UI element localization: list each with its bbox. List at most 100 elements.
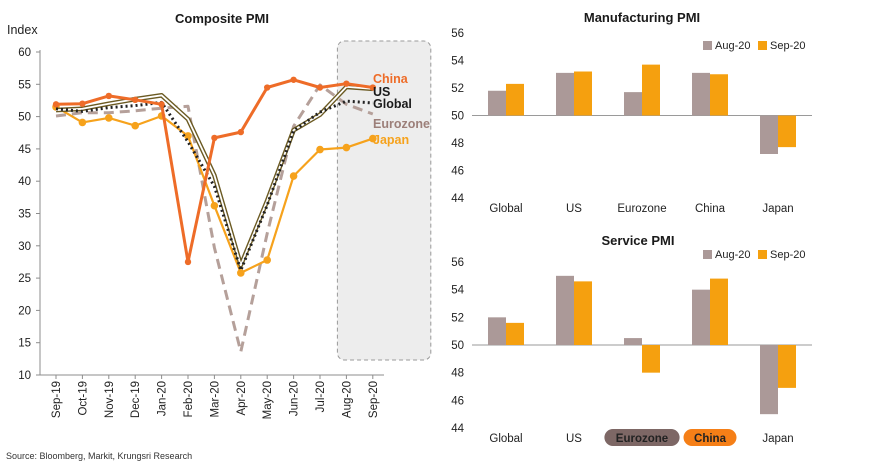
manufacturing-y-tick-label: 50: [451, 111, 464, 123]
series-line-global: [55, 99, 373, 272]
series-point-china: [343, 80, 350, 87]
series-point-japan: [210, 201, 219, 210]
manufacturing-pmi-chart: Manufacturing PMI Aug-20 Sep-20 44 46 48 50 5…: [451, 10, 812, 215]
composite-y-tick-label: 20: [18, 305, 31, 317]
composite-y-tick-label: 50: [18, 112, 31, 124]
series-point-china: [290, 76, 297, 83]
series-label-japan: Japan: [373, 133, 409, 147]
series-label-global: Global: [373, 97, 412, 111]
service-y-tick-label: 56: [451, 257, 464, 269]
composite-y-tick-label: 15: [18, 338, 31, 350]
service-category-highlight-china: [683, 429, 737, 446]
manufacturing-bar-japan-sep-20: [778, 115, 796, 148]
manufacturing-y-tick-label: 44: [451, 193, 464, 205]
composite-axes: 10 15 20 25 30 35 40 45 50 55 60 Sep-19 Oct-19 Nov-19…: [18, 47, 384, 419]
composite-y-tick-label: 10: [18, 370, 31, 382]
series-label-china: China: [373, 72, 409, 86]
service-bar-global-aug-20: [488, 317, 506, 345]
manufacturing-legend-label-sep-20: Sep-20: [770, 40, 805, 52]
series-point-japan: [342, 143, 351, 152]
series-point-china: [158, 101, 165, 108]
composite-x-tick-label: Aug-20: [341, 381, 353, 418]
manufacturing-bar-us-aug-20: [556, 72, 574, 116]
service-bar-eurozone-aug-20: [624, 338, 642, 345]
manufacturing-y-tick-label: 54: [451, 56, 464, 68]
composite-x-tick-label: Dec-19: [130, 381, 142, 418]
composite-series-lines: [52, 76, 377, 354]
series-point-china: [105, 92, 113, 100]
series-point-china: [52, 101, 60, 108]
service-bar-us-aug-20: [556, 275, 574, 345]
source-note: Source: Bloomberg, Markit, Krungsri Rese…: [6, 451, 192, 461]
composite-x-tick-label: Apr-20: [236, 381, 248, 416]
series-point-japan: [237, 269, 245, 277]
composite-y-tick-label: 45: [18, 144, 31, 156]
series-point-china: [316, 84, 324, 91]
service-y-tick-label: 54: [451, 285, 464, 297]
service-bar-eurozone-sep-20: [642, 345, 660, 373]
composite-x-tick-label: Feb-20: [183, 381, 195, 417]
composite-y-tick-label: 55: [18, 79, 31, 91]
manufacturing-bar-eurozone-sep-20: [642, 64, 660, 116]
series-point-china: [132, 96, 139, 104]
service-category-label-global: Global: [489, 433, 522, 445]
series-point-china: [264, 84, 271, 91]
service-axes: 44 46 48 50 52 54 56 Global US Eurozone China Japan: [451, 257, 812, 446]
composite-x-tick-label: Jun-20: [289, 381, 301, 416]
service-y-tick-label: 50: [451, 340, 464, 352]
series-label-eurozone: Eurozone: [373, 117, 430, 131]
series-line-us: [55, 86, 373, 267]
series-point-japan: [131, 121, 139, 130]
composite-y-axis-label: Index: [7, 23, 38, 37]
series-point-japan: [263, 256, 272, 264]
composite-x-tick-label: Mar-20: [209, 381, 221, 417]
composite-y-tick-label: 30: [18, 241, 31, 253]
manufacturing-chart-title: Manufacturing PMI: [584, 10, 700, 25]
service-bar-us-sep-20: [574, 281, 592, 345]
composite-x-tick-label: Sep-20: [368, 381, 380, 418]
service-y-tick-label: 46: [451, 395, 464, 407]
manufacturing-category-label-japan: Japan: [762, 203, 793, 215]
recent-months-highlight: [336, 40, 432, 361]
service-legend-swatch-sep-20: [758, 250, 767, 259]
manufacturing-bar-global-aug-20: [488, 90, 506, 116]
manufacturing-category-label-us: US: [566, 203, 582, 215]
manufacturing-category-label-global: Global: [489, 203, 522, 215]
service-category-highlight-eurozone: [604, 429, 680, 446]
composite-x-tick-label: Jul-20: [315, 381, 327, 412]
service-y-tick-label: 52: [451, 312, 464, 324]
service-bar-china-sep-20: [710, 278, 728, 345]
manufacturing-legend-swatch-sep-20: [758, 41, 767, 50]
manufacturing-y-tick-label: 46: [451, 166, 464, 178]
manufacturing-axes: 44 46 48 50 52 54 56 Global US Eurozone China Japan: [451, 28, 812, 215]
composite-chart-title: Composite PMI: [175, 11, 269, 26]
series-point-japan: [105, 114, 113, 122]
service-legend-label-aug-20: Aug-20: [715, 249, 750, 261]
composite-x-tick-label: Sep-19: [51, 381, 63, 418]
manufacturing-y-tick-label: 48: [451, 138, 464, 150]
service-y-tick-label: 44: [451, 423, 464, 435]
manufacturing-category-label-china: China: [695, 203, 726, 215]
manufacturing-bar-global-sep-20: [506, 83, 524, 116]
composite-pmi-chart: Composite PMI Index 10 15 20 25 30 35 40 45 50 55…: [7, 11, 432, 419]
manufacturing-y-tick-label: 52: [451, 83, 464, 95]
service-bar-japan-sep-20: [778, 345, 796, 388]
service-category-label-china: China: [694, 433, 727, 445]
manufacturing-legend: Aug-20 Sep-20: [703, 40, 805, 52]
manufacturing-bar-eurozone-aug-20: [624, 92, 642, 116]
service-category-label-japan: Japan: [762, 433, 793, 445]
manufacturing-y-tick-label: 56: [451, 28, 464, 40]
composite-y-tick-label: 40: [18, 176, 31, 188]
service-pmi-chart: Service PMI Aug-20 Sep-20 44 46 48 50 52 54 56 G…: [451, 233, 812, 446]
manufacturing-bar-us-sep-20: [574, 71, 592, 116]
manufacturing-legend-swatch-aug-20: [703, 41, 712, 50]
series-point-china: [211, 134, 218, 142]
manufacturing-bar-japan-aug-20: [760, 115, 778, 154]
composite-y-tick-label: 35: [18, 209, 31, 221]
series-point-china: [369, 84, 376, 91]
composite-x-tick-label: May-20: [262, 381, 274, 419]
manufacturing-bar-china-sep-20: [710, 74, 728, 116]
service-chart-title: Service PMI: [602, 233, 675, 248]
